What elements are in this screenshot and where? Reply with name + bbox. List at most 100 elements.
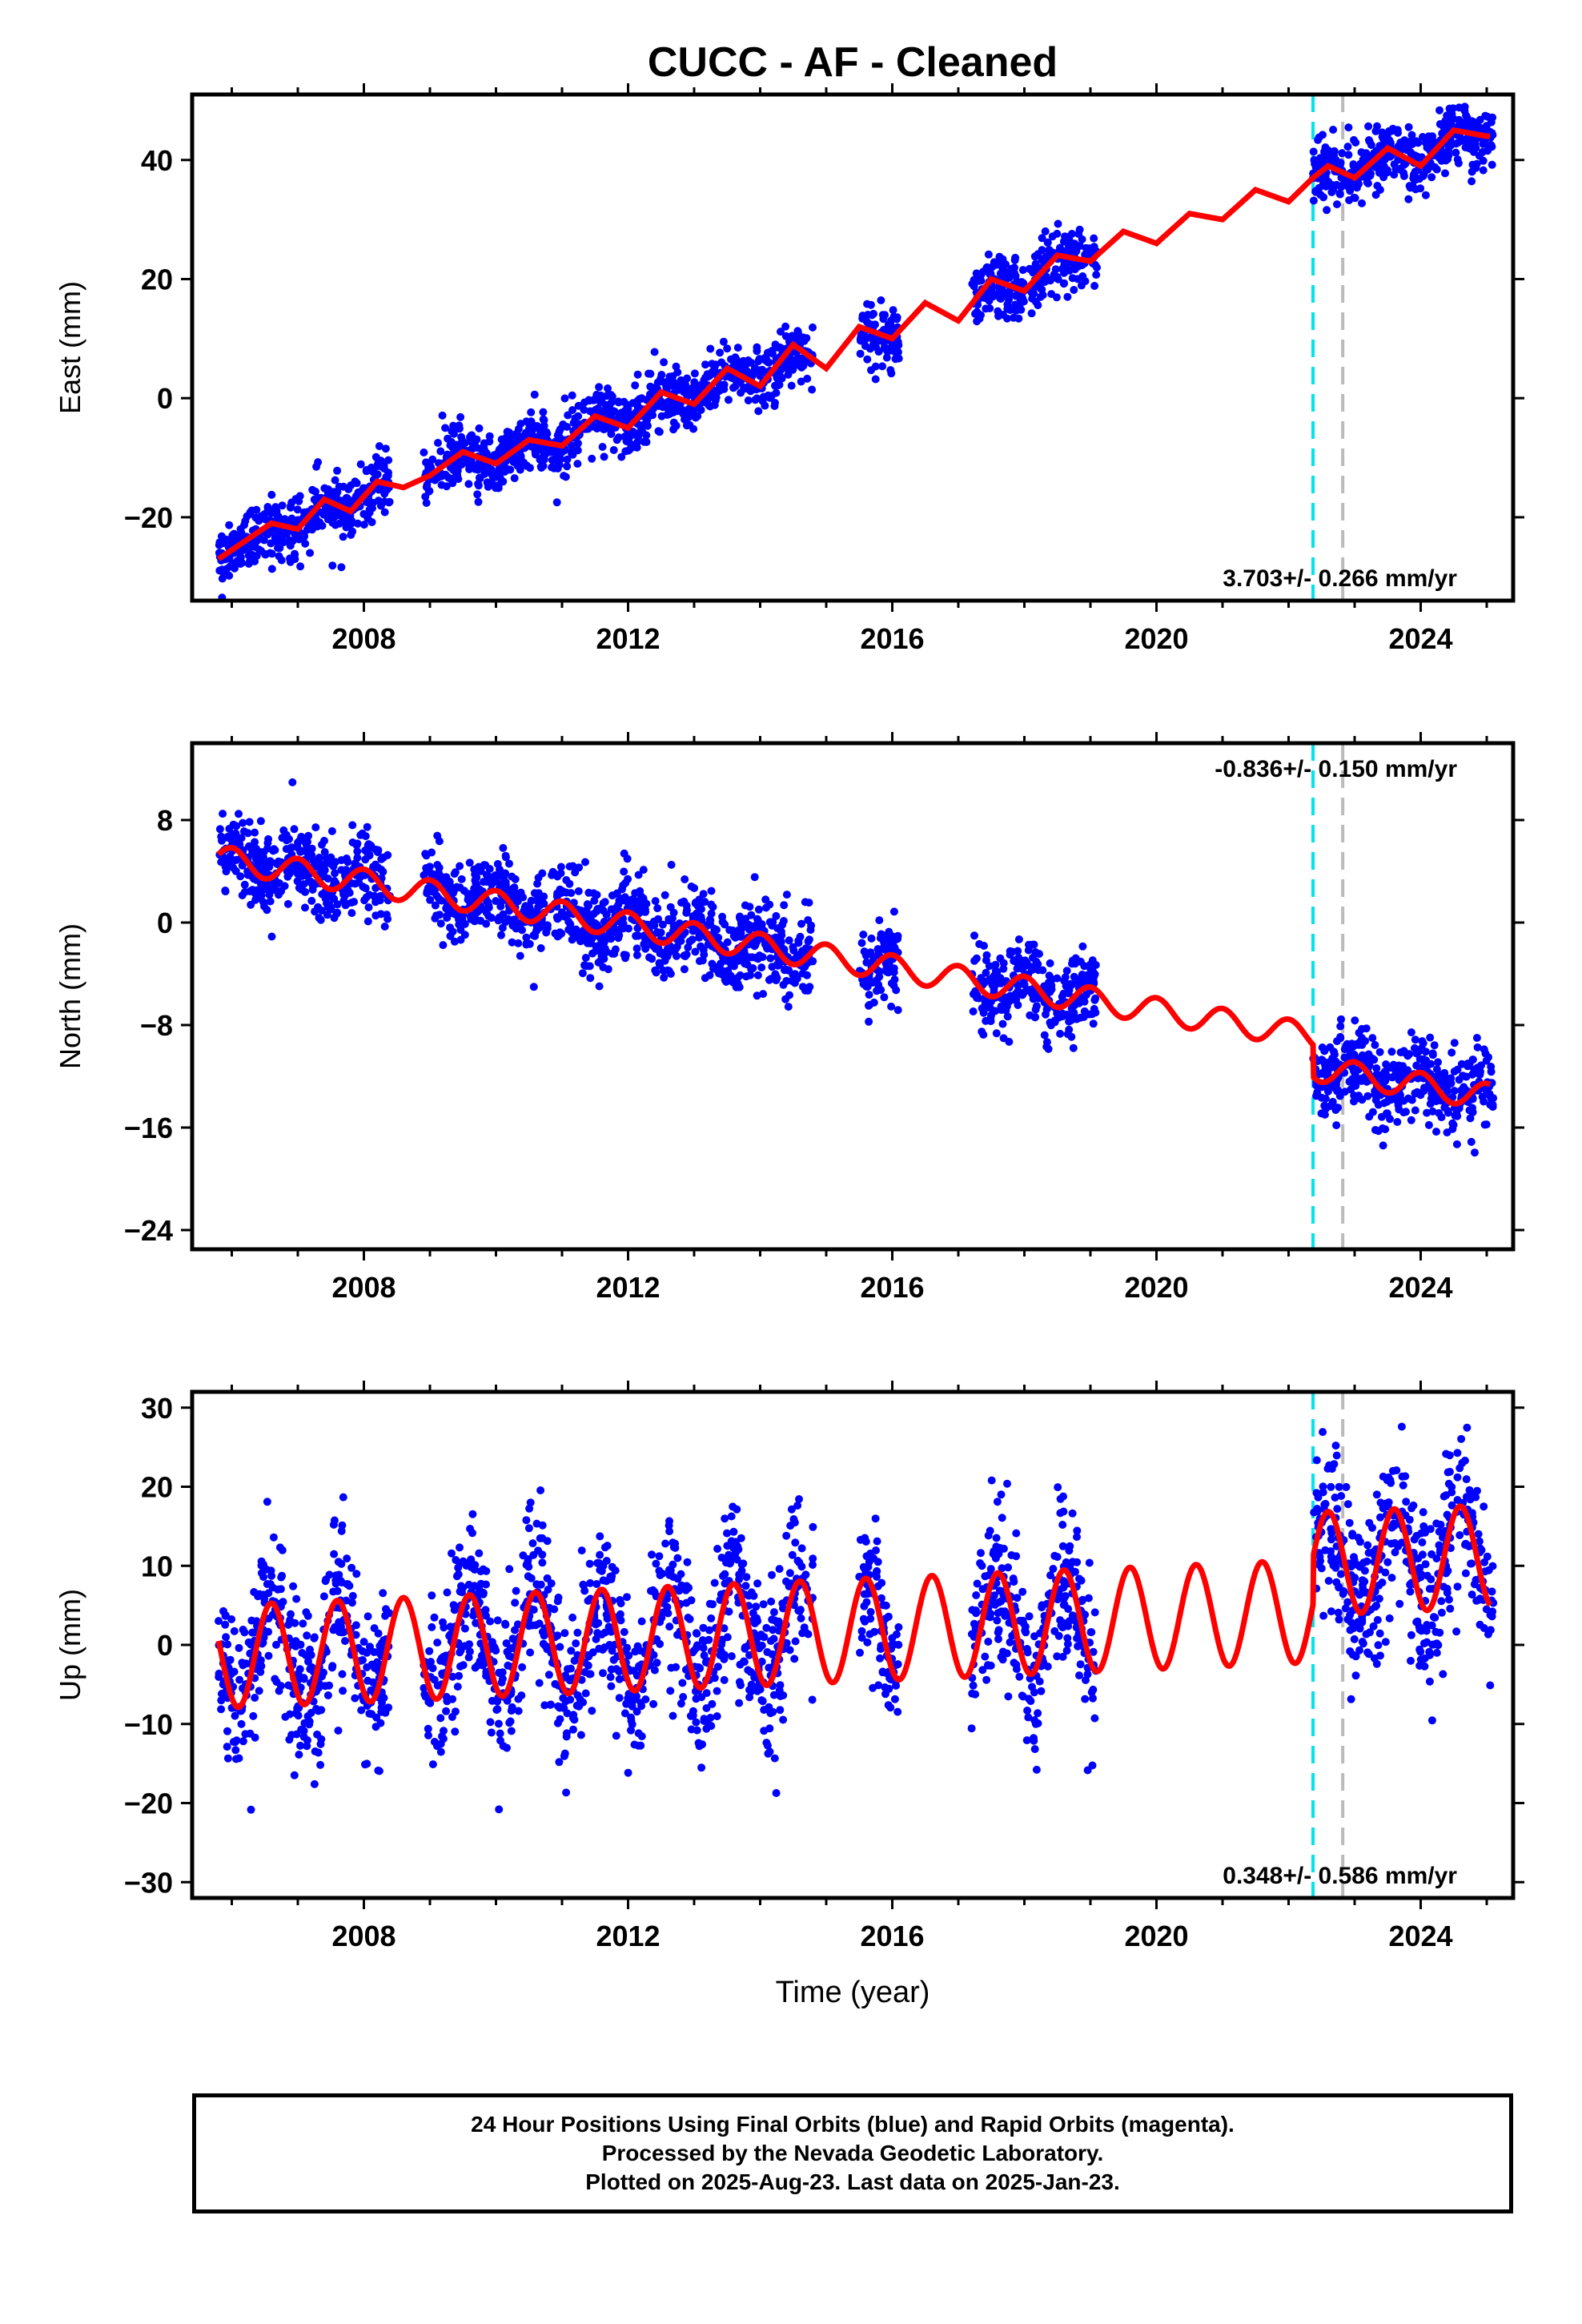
observation-point [1336, 1022, 1345, 1031]
observation-point [375, 442, 383, 451]
observation-point [617, 895, 626, 903]
observation-point [1020, 980, 1029, 989]
observation-point [711, 393, 720, 402]
observation-point [289, 1582, 298, 1590]
observation-point [1363, 1092, 1372, 1100]
observation-point [779, 917, 788, 925]
observation-point [556, 1642, 564, 1651]
observation-point [581, 1689, 590, 1698]
observation-point [1003, 300, 1012, 309]
observation-point [1046, 275, 1055, 284]
rate-annotation: -0.836+/- 0.150 mm/yr [1215, 756, 1457, 782]
observation-point [1399, 171, 1408, 180]
observation-point [353, 847, 362, 856]
observation-point [256, 817, 265, 826]
observation-point [1322, 1104, 1331, 1113]
observation-point [522, 1516, 531, 1525]
observation-point [799, 361, 808, 370]
observation-point [293, 877, 302, 886]
observation-point [443, 911, 452, 920]
observation-point [711, 360, 720, 369]
observation-point [353, 519, 362, 528]
observation-point [267, 539, 275, 548]
observation-point [602, 392, 611, 400]
observation-point [556, 425, 564, 434]
observation-point [421, 493, 430, 501]
observation-point [718, 912, 727, 921]
observation-point [499, 843, 508, 852]
observation-point [525, 939, 534, 948]
observation-point [330, 1550, 339, 1558]
observation-point [719, 337, 728, 346]
observation-point [496, 880, 505, 889]
observation-point [271, 879, 279, 888]
observation-point [1320, 1110, 1329, 1119]
model-curve [216, 127, 1491, 561]
observation-point [713, 1712, 721, 1721]
observation-point [527, 417, 536, 426]
observation-point [658, 920, 667, 929]
observation-point [642, 438, 651, 446]
observation-point [646, 369, 655, 378]
observation-point [527, 408, 536, 416]
observation-point [1390, 171, 1399, 179]
observation-point [785, 1569, 794, 1578]
observation-point [560, 472, 568, 480]
observation-point [465, 858, 474, 867]
observation-point [215, 825, 224, 834]
observation-point [239, 818, 247, 827]
observation-point [701, 974, 709, 983]
observation-point [235, 1675, 244, 1684]
observation-point [573, 460, 582, 468]
observation-point [874, 950, 883, 958]
observation-point [245, 842, 253, 850]
observation-point [887, 941, 895, 950]
observation-point [1332, 1121, 1341, 1130]
observation-point [763, 1648, 772, 1656]
observation-point [536, 462, 545, 471]
observation-point [973, 317, 982, 326]
observation-point [1371, 1040, 1379, 1049]
observation-point [375, 1648, 384, 1657]
observation-point [314, 1748, 323, 1757]
observation-point [278, 1571, 287, 1580]
observation-point [665, 376, 673, 385]
observation-point [574, 439, 582, 448]
observation-point [363, 1759, 371, 1768]
observation-point [295, 868, 303, 877]
observation-point [377, 854, 386, 863]
observation-point [655, 929, 664, 938]
observation-point [1382, 1060, 1391, 1068]
observation-point [767, 919, 776, 928]
observation-point [1335, 190, 1344, 199]
observation-point [650, 348, 659, 356]
observation-point [536, 427, 545, 436]
observation-point [683, 374, 692, 383]
observation-point [689, 927, 697, 935]
observation-point [310, 858, 319, 866]
observation-point [656, 396, 665, 405]
observation-point [320, 866, 329, 875]
observation-point [303, 1611, 312, 1620]
observation-point [299, 1732, 308, 1741]
observation-point [236, 872, 245, 881]
observation-point [271, 505, 279, 514]
observation-point [617, 408, 626, 417]
observation-point [1473, 1043, 1482, 1051]
observation-point [505, 859, 513, 868]
observation-point [524, 1524, 533, 1533]
observation-point [1379, 1099, 1388, 1108]
observation-point [348, 821, 357, 830]
observation-point [363, 1676, 372, 1685]
observation-point [595, 982, 604, 991]
observation-point [1032, 957, 1041, 966]
observation-point [1465, 144, 1474, 153]
observation-point [1038, 966, 1047, 975]
observation-point [356, 460, 365, 468]
observation-point [1351, 194, 1359, 203]
observation-point [441, 424, 450, 432]
observation-point [314, 1707, 323, 1715]
observation-point [652, 1659, 661, 1667]
x-tick-label: 2008 [331, 622, 396, 655]
